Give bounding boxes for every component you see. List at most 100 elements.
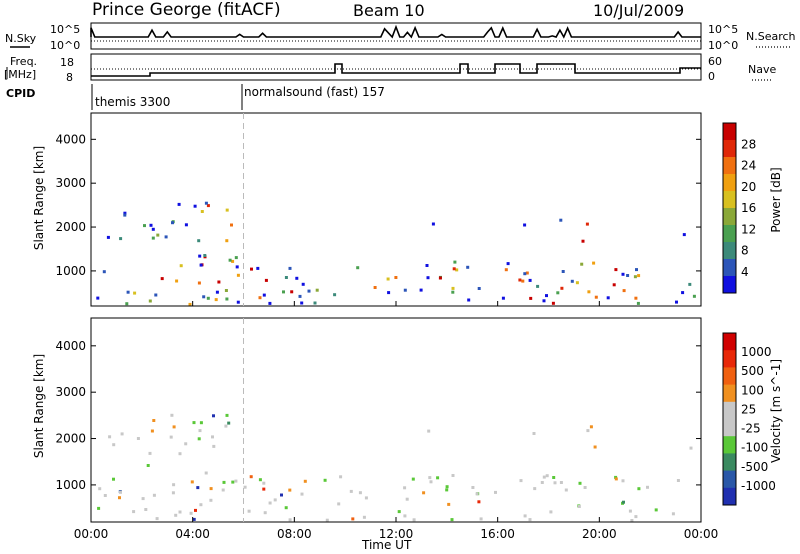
echo-cell bbox=[356, 266, 360, 270]
echo-cell bbox=[214, 298, 218, 302]
colorbar-tick-label: 24 bbox=[741, 159, 756, 173]
echo-cell bbox=[585, 222, 589, 226]
velocity-ylabel: Slant Range [km] bbox=[32, 353, 46, 459]
echo-cell bbox=[236, 300, 240, 304]
echo-cell bbox=[290, 290, 294, 294]
echo-cell bbox=[453, 260, 457, 264]
colorbar-tick-label: 4 bbox=[741, 265, 749, 279]
echo-cell bbox=[323, 478, 327, 482]
ytick-label: 2000 bbox=[55, 220, 86, 234]
echo-cell bbox=[626, 274, 630, 277]
echo-cell bbox=[394, 276, 398, 279]
echo-cell bbox=[227, 421, 231, 425]
echo-cell bbox=[155, 517, 159, 521]
nsky-tick-top: 10^5 bbox=[50, 23, 81, 36]
echo-cell bbox=[231, 480, 235, 484]
echo-cell bbox=[412, 518, 416, 522]
echo-cell bbox=[425, 264, 429, 267]
echo-cell bbox=[471, 486, 475, 489]
echo-cell bbox=[282, 290, 285, 294]
echo-cell bbox=[467, 298, 471, 302]
freq-panel bbox=[90, 53, 702, 81]
echo-cell bbox=[197, 281, 201, 285]
echo-cell bbox=[635, 268, 638, 272]
echo-cell bbox=[202, 295, 206, 299]
echo-cell bbox=[172, 483, 176, 487]
echo-cell bbox=[204, 201, 208, 205]
nsky-panel bbox=[90, 22, 702, 50]
echo-cell bbox=[225, 413, 229, 417]
echo-cell bbox=[542, 299, 546, 303]
colorbar-swatch bbox=[723, 333, 736, 351]
echo-cell bbox=[164, 235, 168, 239]
echo-cell bbox=[160, 277, 164, 281]
echo-cell bbox=[325, 518, 329, 522]
echo-cell bbox=[148, 299, 152, 303]
echo-cell bbox=[428, 476, 432, 480]
echo-cell bbox=[545, 294, 548, 298]
station-title: Prince George (fitACF) bbox=[92, 0, 281, 20]
echo-cell bbox=[262, 481, 266, 485]
echo-cell bbox=[637, 487, 641, 491]
echo-cell bbox=[144, 508, 148, 511]
echo-cell bbox=[445, 488, 449, 492]
nave-tick-bottom: 0 bbox=[708, 70, 715, 83]
echo-cell bbox=[561, 270, 565, 273]
echo-cell bbox=[264, 278, 268, 282]
echo-cell bbox=[405, 497, 409, 501]
echo-cell bbox=[532, 432, 536, 435]
echo-cell bbox=[553, 481, 557, 485]
echo-cell bbox=[528, 518, 532, 522]
echo-cell bbox=[262, 487, 266, 491]
echo-cell bbox=[577, 505, 581, 508]
echo-cell bbox=[551, 301, 555, 305]
velocity-colorbar-label: Velocity [m s^-1] bbox=[769, 358, 783, 464]
echo-cell bbox=[451, 474, 455, 477]
echo-cell bbox=[288, 518, 292, 522]
echo-cell bbox=[451, 286, 455, 290]
echo-cell bbox=[118, 496, 121, 500]
echo-cell bbox=[523, 223, 527, 227]
echo-cell bbox=[188, 302, 192, 306]
echo-cell bbox=[451, 290, 455, 294]
echo-cell bbox=[221, 488, 225, 492]
echo-cell bbox=[450, 518, 454, 522]
xtick-label: 20:00 bbox=[582, 527, 617, 541]
power-ylabel: Slant Range [km] bbox=[32, 145, 46, 251]
nsky-trace bbox=[90, 24, 701, 39]
echo-cell bbox=[586, 429, 590, 433]
echo-cell bbox=[411, 477, 415, 481]
echo-cell bbox=[533, 487, 537, 491]
echo-cell bbox=[427, 429, 431, 433]
echo-cell bbox=[337, 502, 341, 506]
echo-cell bbox=[152, 419, 156, 422]
echo-cell bbox=[612, 283, 616, 287]
echo-cell bbox=[146, 464, 150, 467]
echo-cell bbox=[225, 297, 229, 301]
echo-cell bbox=[422, 491, 426, 495]
panel-1-frame bbox=[90, 317, 702, 523]
cpid-label: CPID bbox=[6, 87, 36, 100]
colorbar-tick-label: -500 bbox=[741, 460, 768, 474]
colorbar-tick-label: 100 bbox=[741, 383, 764, 397]
echo-cell bbox=[148, 451, 152, 455]
echo-cell bbox=[506, 262, 510, 266]
echo-cell bbox=[197, 239, 201, 243]
power-colorbar-label: Power [dB] bbox=[769, 167, 783, 233]
echo-cell bbox=[587, 290, 591, 294]
echo-cell bbox=[429, 480, 433, 484]
echo-cell bbox=[96, 296, 100, 300]
echo-cell bbox=[263, 511, 267, 515]
echo-cell bbox=[199, 263, 203, 267]
echo-cell bbox=[589, 425, 593, 429]
echo-cell bbox=[189, 511, 193, 515]
echo-cell bbox=[494, 490, 497, 494]
echo-cell bbox=[106, 235, 110, 239]
echo-cell bbox=[200, 210, 204, 213]
ytick-label: 1000 bbox=[55, 264, 86, 278]
echo-cell bbox=[262, 293, 266, 297]
freq-tick-bottom: 8 bbox=[66, 71, 73, 84]
echo-cell bbox=[689, 446, 693, 450]
echo-cell bbox=[552, 476, 556, 479]
echo-cell bbox=[339, 475, 343, 479]
